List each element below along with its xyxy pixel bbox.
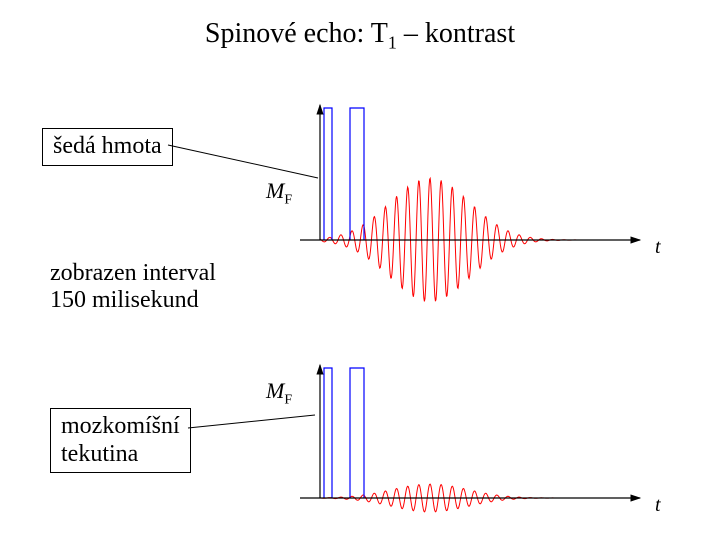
diagram-svg [0, 0, 720, 540]
stage: Spinové echo: T1 – kontrast šedá hmota z… [0, 0, 720, 540]
